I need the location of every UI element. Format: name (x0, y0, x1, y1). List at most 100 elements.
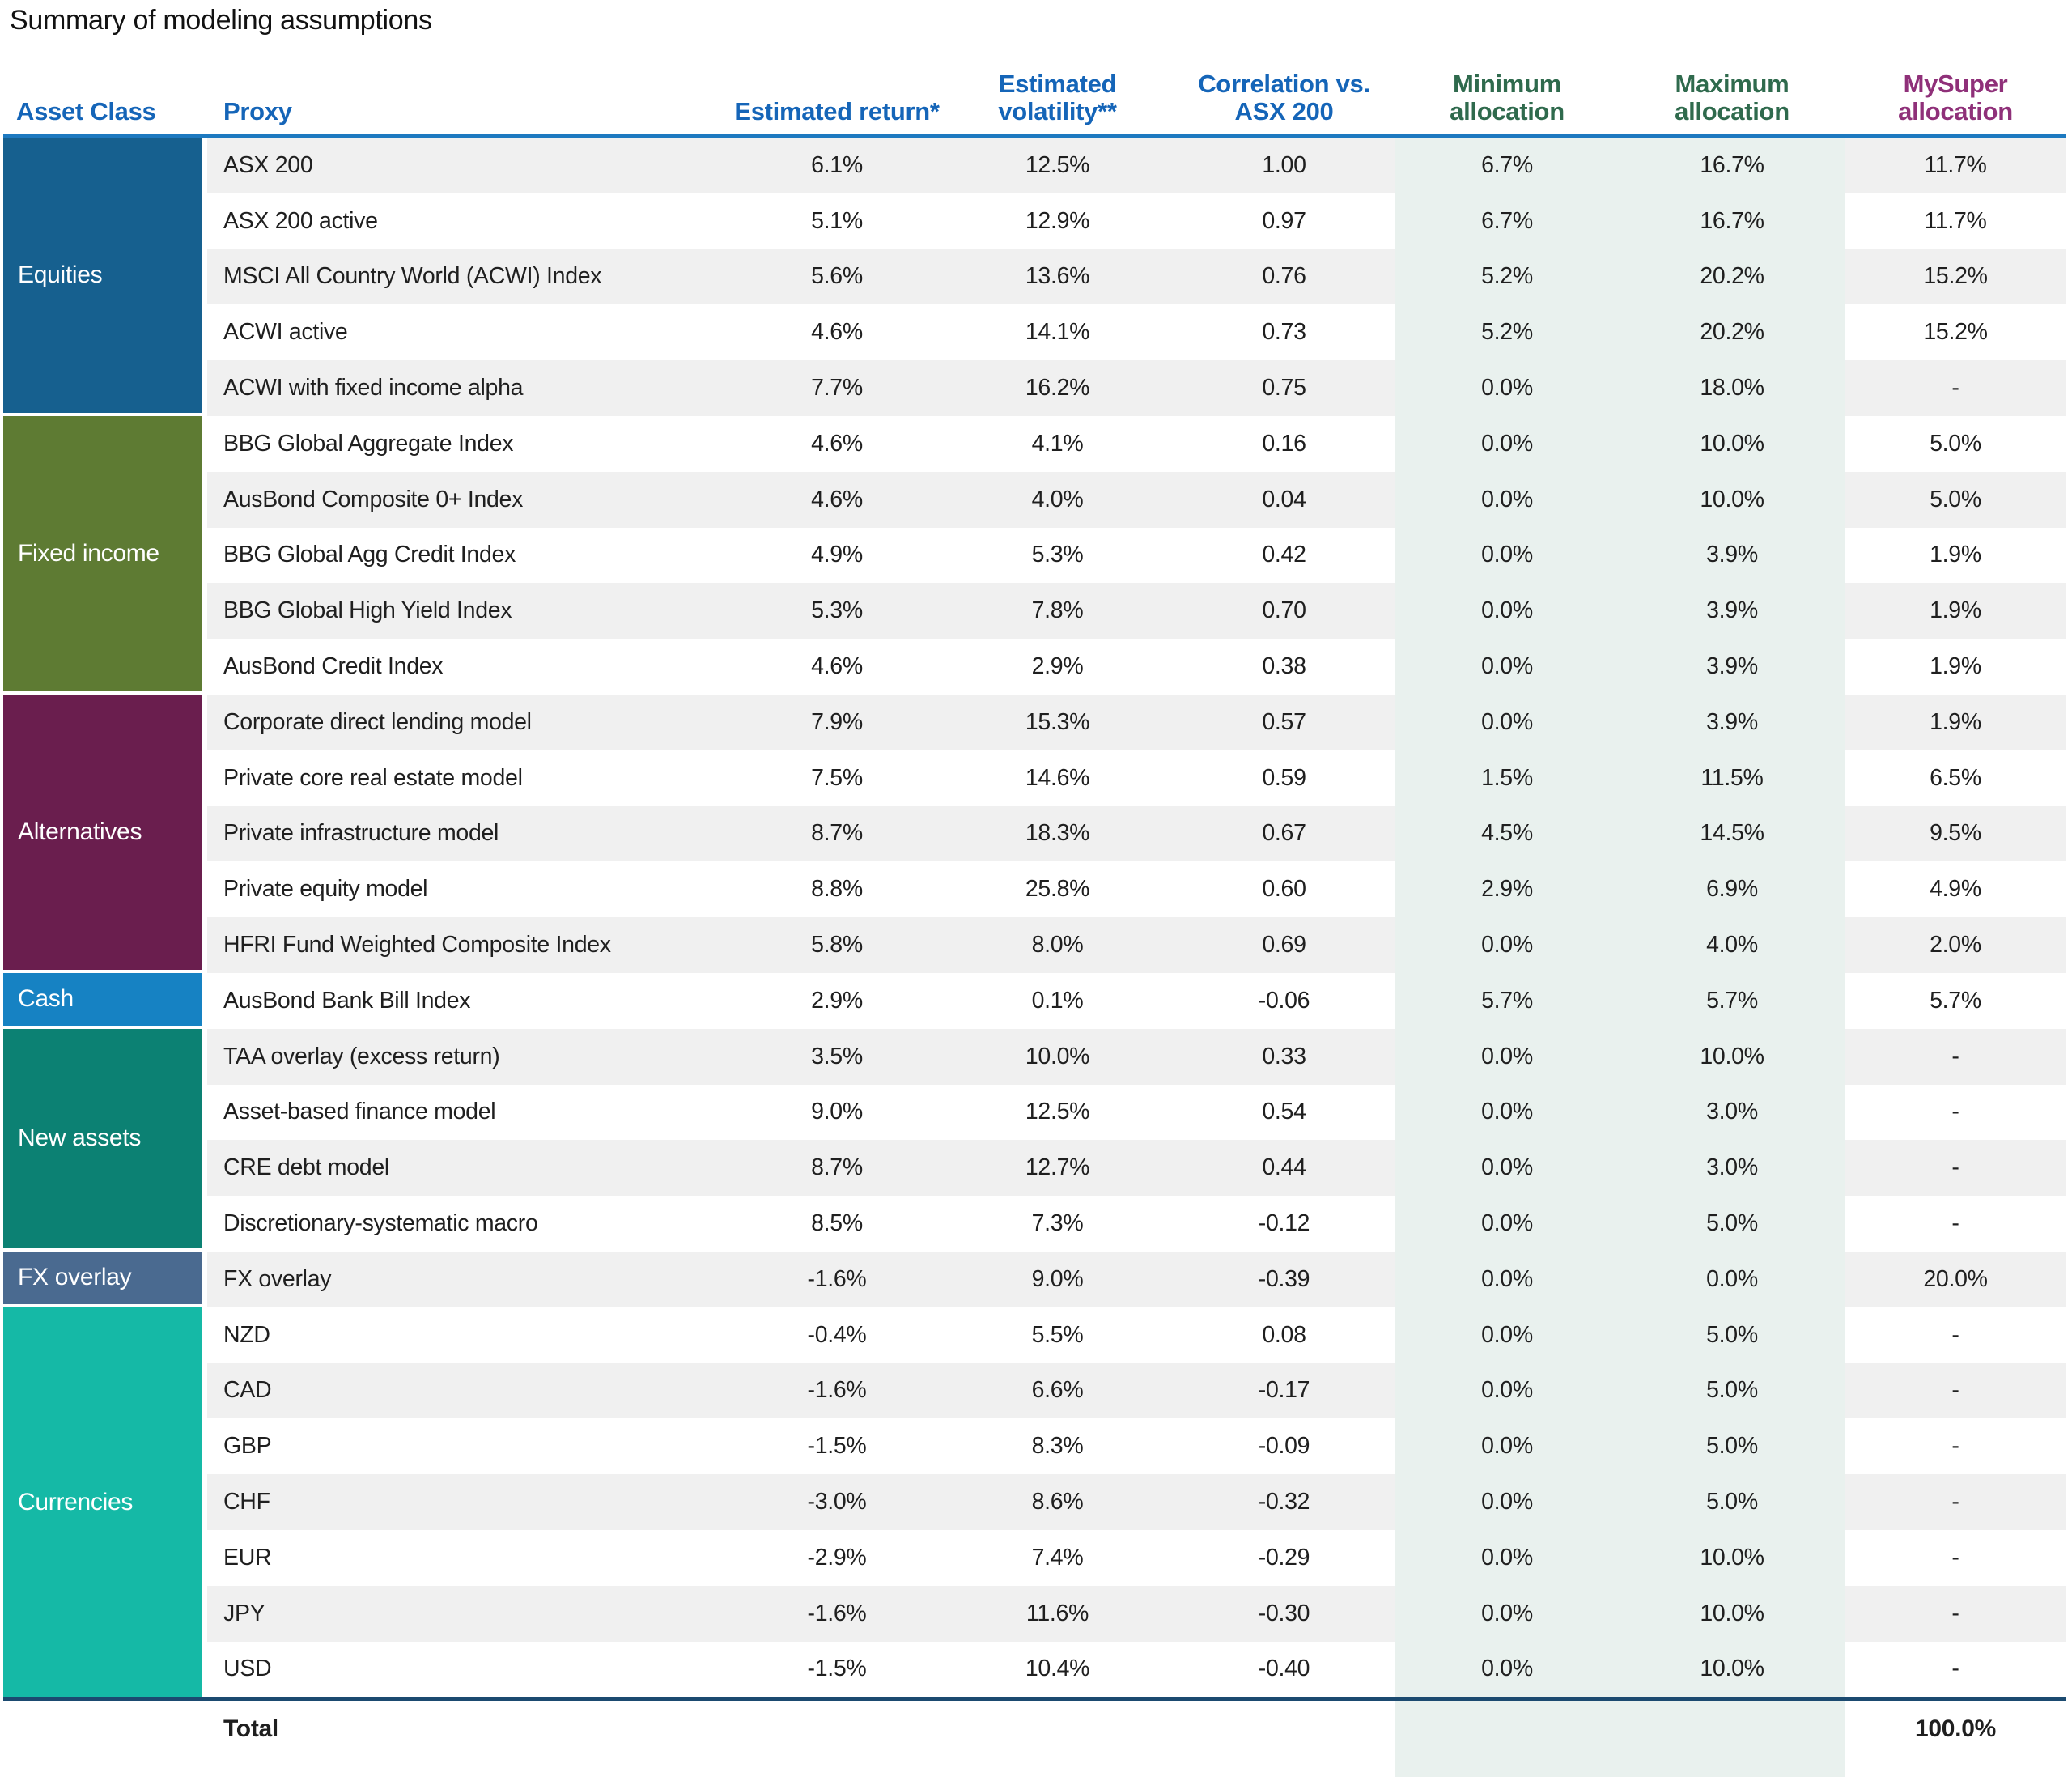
cell-est_return: -1.5% (807, 1433, 867, 1460)
cell-corr: -0.30 (1173, 1585, 1395, 1642)
total-spacer (3, 1701, 207, 1777)
cell-corr: -0.17 (1173, 1362, 1395, 1419)
cell-proxy: Private core real estate model (223, 764, 523, 791)
cell-mysuper: 5.0% (1845, 471, 2066, 528)
cell-min: 0.0% (1395, 1251, 1619, 1307)
cell-est_return: 7.5% (811, 764, 863, 791)
cell-corr: 0.70 (1173, 583, 1395, 640)
cell-max: 5.0% (1619, 1307, 1845, 1363)
cell-est_vol: 7.3% (1031, 1210, 1084, 1237)
cell-mysuper: - (1845, 1028, 2066, 1085)
cell-est_return: 5.1% (811, 207, 863, 234)
page-title: Summary of modeling assumptions (10, 5, 432, 36)
cell-proxy: BBG Global Aggregate Index (223, 430, 514, 457)
cell-corr: 0.76 (1173, 249, 1395, 305)
cell-est_vol: 7.4% (1031, 1544, 1084, 1571)
cell-est_return: 4.6% (811, 430, 863, 457)
cell-min: 0.0% (1395, 1585, 1619, 1642)
cell-est_return: 4.9% (811, 542, 863, 568)
cell-est_return: 5.6% (732, 249, 942, 305)
cell-max: 3.9% (1619, 527, 1845, 584)
cell-est_vol: 14.1% (1025, 319, 1090, 346)
cell-mysuper: 2.0% (1845, 917, 2066, 973)
cell-mysuper: 9.5% (1845, 805, 2066, 862)
cell-max: 10.0% (1619, 1641, 1845, 1698)
cell-est_return: 8.5% (811, 1210, 863, 1237)
cell-max: 5.7% (1619, 972, 1845, 1029)
cell-proxy: EUR (223, 1544, 272, 1571)
cell-max: 3.9% (1619, 694, 1845, 750)
cell-min: 0.0% (1395, 1307, 1619, 1363)
cell-corr: 0.57 (1173, 694, 1395, 750)
cell-mysuper: - (1845, 1140, 2066, 1197)
cell-proxy: ASX 200 (207, 138, 732, 193)
cell-est_return: -3.0% (732, 1474, 942, 1530)
asset-class-group: Currencies NZD -0.4% 5.5% 0.08 0.0% 5.0% - CAD -1… (3, 1307, 2066, 1698)
cell-corr: 0.08 (1262, 1321, 1306, 1348)
cell-min: 0.0% (1395, 694, 1619, 750)
cell-min: 0.0% (1395, 527, 1619, 584)
cell-proxy: ASX 200 active (223, 207, 378, 234)
cell-proxy: MSCI All Country World (ACWI) Index (207, 249, 732, 305)
cell-proxy: TAA overlay (excess return) (207, 1028, 732, 1085)
cell-mysuper: - (1845, 360, 2066, 416)
cell-mysuper: 4.9% (1930, 876, 1981, 903)
cell-mysuper: 1.9% (1930, 653, 1981, 680)
cell-est_return: 4.6% (811, 319, 863, 346)
asset-class-group: Alternatives Corporate direct lending mod… (3, 694, 2066, 973)
cell-max: 6.9% (1619, 861, 1845, 918)
cell-est_vol: 12.7% (942, 1140, 1173, 1197)
cell-est_vol: 2.9% (1031, 653, 1084, 680)
cell-max: 3.9% (1619, 583, 1845, 640)
cell-est_vol: 6.6% (942, 1362, 1173, 1419)
cell-est_return: -1.6% (732, 1362, 942, 1419)
cell-min: 0.0% (1395, 1028, 1619, 1085)
cell-proxy: GBP (223, 1433, 272, 1460)
total-allocation-band (1619, 1701, 1845, 1777)
column-header-max: Maximum allocation (1675, 69, 1790, 126)
cell-est_vol: 4.1% (1031, 430, 1084, 457)
cell-corr: 0.38 (1262, 653, 1306, 680)
cell-max: 4.0% (1619, 917, 1845, 973)
cell-est_return: -0.4% (807, 1321, 867, 1348)
cell-min: 5.7% (1395, 972, 1619, 1029)
cell-est_vol: 16.2% (942, 360, 1173, 416)
cell-corr: 0.04 (1173, 471, 1395, 528)
cell-min: 0.0% (1395, 1529, 1619, 1586)
cell-max: 20.2% (1619, 249, 1845, 305)
column-header-mysuper: MySuper allocation (1898, 69, 2013, 126)
cell-min: 0.0% (1395, 360, 1619, 416)
cell-min: 5.2% (1395, 304, 1619, 361)
cell-est_vol: 9.0% (942, 1251, 1173, 1307)
cell-est_vol: 12.9% (1025, 207, 1090, 234)
cell-est_return: 2.9% (811, 987, 863, 1014)
cell-corr: 0.97 (1262, 207, 1306, 234)
asset-class-group: New assets TAA overlay (excess return) 3.5… (3, 1028, 2066, 1252)
cell-min: 2.9% (1395, 861, 1619, 918)
total-spacer (942, 1701, 1173, 1777)
cell-min: 0.0% (1395, 1474, 1619, 1530)
cell-max: 10.0% (1619, 415, 1845, 472)
cell-mysuper: 11.7% (1924, 207, 1987, 234)
cell-est_return: -1.5% (807, 1656, 867, 1682)
cell-min: 1.5% (1395, 750, 1619, 806)
cell-max: 3.0% (1619, 1084, 1845, 1141)
cell-est_return: 4.6% (811, 653, 863, 680)
cell-mysuper: 5.0% (1930, 430, 1981, 457)
cell-proxy: Private infrastructure model (207, 805, 732, 862)
total-spacer (1173, 1701, 1395, 1777)
cell-est_return: -2.9% (807, 1544, 867, 1571)
cell-corr: -0.32 (1173, 1474, 1395, 1530)
cell-min: 5.2% (1395, 249, 1619, 305)
cell-min: 0.0% (1395, 1084, 1619, 1141)
asset-class-group: Fixed income BBG Global Aggregate Index 4.… (3, 415, 2066, 695)
cell-est_return: 9.0% (811, 1099, 863, 1125)
column-header-est_return: Estimated return* (734, 97, 940, 126)
cell-max: 16.7% (1619, 138, 1845, 193)
cell-min: 0.0% (1395, 1641, 1619, 1698)
cell-corr: 0.67 (1173, 805, 1395, 862)
asset-class-label: Alternatives (3, 694, 207, 973)
cell-corr: -0.29 (1258, 1544, 1310, 1571)
cell-mysuper: 15.2% (1923, 319, 1988, 346)
